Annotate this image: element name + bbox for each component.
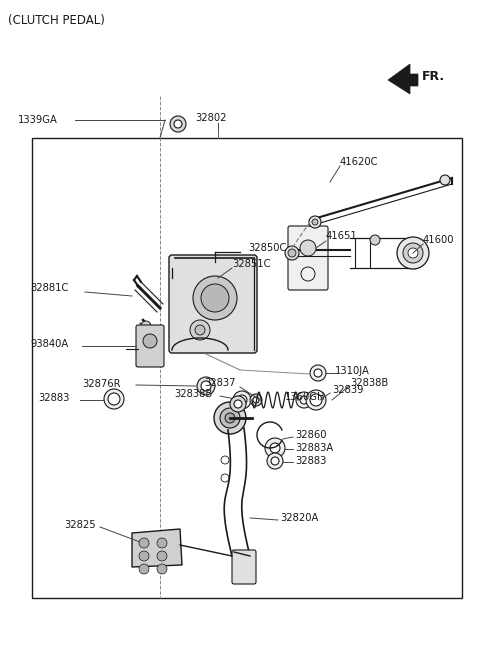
Circle shape [201, 381, 211, 391]
Text: 32838B: 32838B [174, 389, 212, 399]
FancyBboxPatch shape [136, 325, 164, 367]
Circle shape [310, 394, 322, 406]
Circle shape [250, 394, 262, 406]
Bar [32, 138, 462, 598]
Circle shape [141, 321, 151, 331]
Text: 41620C: 41620C [340, 157, 379, 167]
Circle shape [253, 397, 259, 403]
Text: 32860: 32860 [295, 430, 326, 440]
Text: 32820A: 32820A [280, 513, 318, 523]
Circle shape [314, 369, 322, 377]
Text: 32839: 32839 [332, 385, 363, 395]
Text: 41651: 41651 [326, 231, 358, 241]
Circle shape [139, 564, 149, 574]
Circle shape [270, 443, 280, 453]
Text: 1360GH: 1360GH [285, 392, 325, 402]
Circle shape [310, 365, 326, 381]
Circle shape [265, 438, 285, 458]
Circle shape [267, 453, 283, 469]
Circle shape [230, 396, 246, 412]
Circle shape [397, 237, 429, 269]
Circle shape [370, 235, 380, 245]
Polygon shape [388, 64, 418, 94]
Text: 32837: 32837 [204, 378, 236, 388]
Circle shape [214, 402, 246, 434]
Circle shape [139, 538, 149, 548]
Text: 32851C: 32851C [232, 259, 271, 269]
Circle shape [271, 457, 279, 465]
FancyBboxPatch shape [288, 226, 328, 290]
Text: 32876R: 32876R [82, 379, 120, 389]
Text: 41600: 41600 [423, 235, 455, 245]
Circle shape [104, 389, 124, 409]
Circle shape [403, 243, 423, 263]
Circle shape [440, 175, 450, 185]
Circle shape [143, 334, 157, 348]
Text: 32825: 32825 [64, 520, 96, 530]
Text: 32850C: 32850C [248, 243, 287, 253]
Text: (CLUTCH PEDAL): (CLUTCH PEDAL) [8, 14, 105, 27]
Text: 32838B: 32838B [350, 378, 388, 388]
Circle shape [300, 240, 316, 256]
Circle shape [300, 396, 308, 404]
Circle shape [234, 400, 242, 408]
Circle shape [306, 390, 326, 410]
Circle shape [190, 320, 210, 340]
Polygon shape [132, 529, 182, 567]
Circle shape [296, 392, 312, 408]
Text: FR.: FR. [422, 70, 445, 83]
Circle shape [170, 116, 186, 132]
Circle shape [225, 413, 235, 423]
Text: 32802: 32802 [195, 113, 227, 123]
Circle shape [312, 219, 318, 225]
Circle shape [288, 249, 296, 257]
Text: 32881C: 32881C [30, 283, 68, 293]
Text: 93840A: 93840A [30, 339, 68, 349]
Text: 32883: 32883 [38, 393, 70, 403]
Text: 32883: 32883 [295, 456, 326, 466]
Circle shape [309, 216, 321, 228]
Circle shape [174, 120, 182, 128]
Circle shape [201, 284, 229, 312]
Circle shape [220, 408, 240, 428]
Circle shape [237, 395, 247, 405]
Circle shape [157, 538, 167, 548]
Text: 1339GA: 1339GA [18, 115, 58, 125]
Circle shape [233, 391, 251, 409]
Circle shape [408, 248, 418, 258]
Text: 32883A: 32883A [295, 443, 333, 453]
Circle shape [157, 564, 167, 574]
Circle shape [285, 246, 299, 260]
Circle shape [157, 551, 167, 561]
Circle shape [197, 377, 215, 395]
Text: 1310JA: 1310JA [335, 366, 370, 376]
FancyBboxPatch shape [169, 255, 257, 353]
Circle shape [108, 393, 120, 405]
Circle shape [193, 276, 237, 320]
FancyBboxPatch shape [232, 550, 256, 584]
Circle shape [139, 551, 149, 561]
Circle shape [195, 325, 205, 335]
